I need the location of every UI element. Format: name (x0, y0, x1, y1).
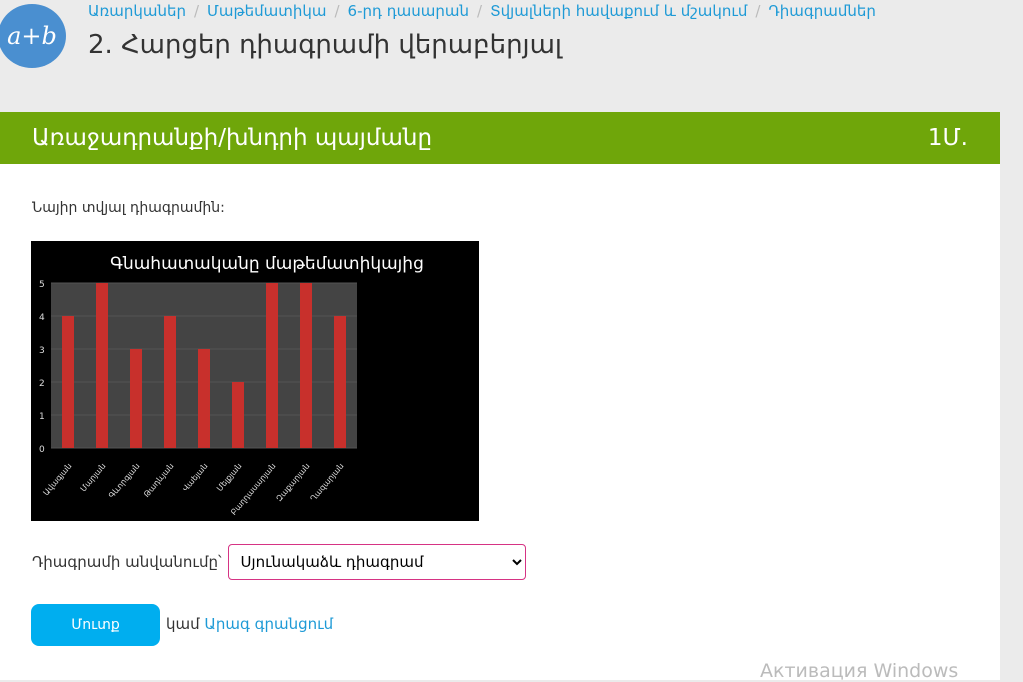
question-text: Նայիր տվյալ դիագրամին: (32, 200, 225, 216)
bar (62, 316, 74, 448)
bar (334, 316, 346, 448)
breadcrumb-separator: / (193, 2, 200, 20)
y-tick-label: 1 (39, 412, 45, 422)
breadcrumb: Առարկաներ / Մաթեմատիկա / 6-րդ դասարան / Տվյալն… (88, 2, 876, 20)
logo: a+b (0, 4, 66, 68)
breadcrumb-item[interactable]: Առարկաներ (88, 2, 186, 20)
panel-heading: Առաջադրանքի/խնդրի պայմանը (32, 125, 433, 151)
breadcrumb-separator: / (334, 2, 340, 20)
breadcrumb-separator: / (755, 2, 761, 20)
x-tick-label: Ղազարյան (309, 462, 346, 504)
breadcrumb-item[interactable]: Տվյալների հավաքում և մշակում (490, 2, 748, 20)
submit-button[interactable]: Մուտք (31, 604, 160, 646)
breadcrumb-separator: / (477, 2, 483, 20)
x-tick-label: Ավագյան (41, 462, 73, 498)
y-tick-label: 2 (39, 379, 45, 389)
x-tick-label: Մարյան (79, 462, 108, 494)
y-tick-label: 3 (39, 346, 45, 356)
bar (266, 283, 278, 448)
answer-label: Դիագրամի անվանումը՝ (32, 553, 222, 571)
bar (198, 349, 210, 448)
bar-chart: Գնահատականը մաթեմատիկայից 0 1 2 3 4 5 Ավագյան Մա… (31, 241, 479, 521)
x-tick-label: Վաեյան (181, 462, 210, 494)
x-tick-label: Մելքյան (215, 462, 244, 494)
diagram-type-select[interactable]: Սյունակաձև դիագրամ (227, 544, 526, 580)
bar (232, 382, 244, 448)
breadcrumb-item[interactable]: 6-րդ դասարան (347, 2, 470, 20)
task-panel: Առաջադրանքի/խնդրի պայմանը 1Մ. Նայիր տվյա… (0, 112, 1000, 680)
bar (164, 316, 176, 448)
y-tick-label: 0 (39, 445, 45, 455)
answer-row: Դիագրամի անվանումը՝ Սյունակաձև դիագրամ (32, 544, 526, 580)
x-tick-label: Գևորգյան (107, 462, 142, 501)
chart-title: Գնահատականը մաթեմատիկայից (110, 254, 424, 274)
panel-header: Առաջադրանքի/խնդրի պայմանը 1Մ. (0, 112, 1000, 164)
bar (130, 349, 142, 448)
y-tick-label: 4 (39, 313, 45, 323)
bar (300, 283, 312, 448)
quick-register-link[interactable]: Արագ գրանցում (204, 615, 334, 633)
points: 1Մ. (927, 125, 968, 151)
y-tick-label: 5 (39, 280, 45, 290)
watermark: Активация Windows (760, 660, 959, 682)
page-title: 2. Հարցեր դիագրամի վերաբերյալ (88, 30, 562, 60)
x-tick-label: Թադևյան (142, 462, 176, 500)
breadcrumb-item[interactable]: Մաթեմատիկա (207, 2, 327, 20)
or-text: կամ (166, 615, 200, 633)
bar (96, 283, 108, 448)
x-tick-label: Զաքարյան (274, 462, 311, 504)
alt-action: կամ Արագ գրանցում (166, 615, 333, 633)
breadcrumb-item[interactable]: Դիագրամներ (768, 2, 876, 20)
